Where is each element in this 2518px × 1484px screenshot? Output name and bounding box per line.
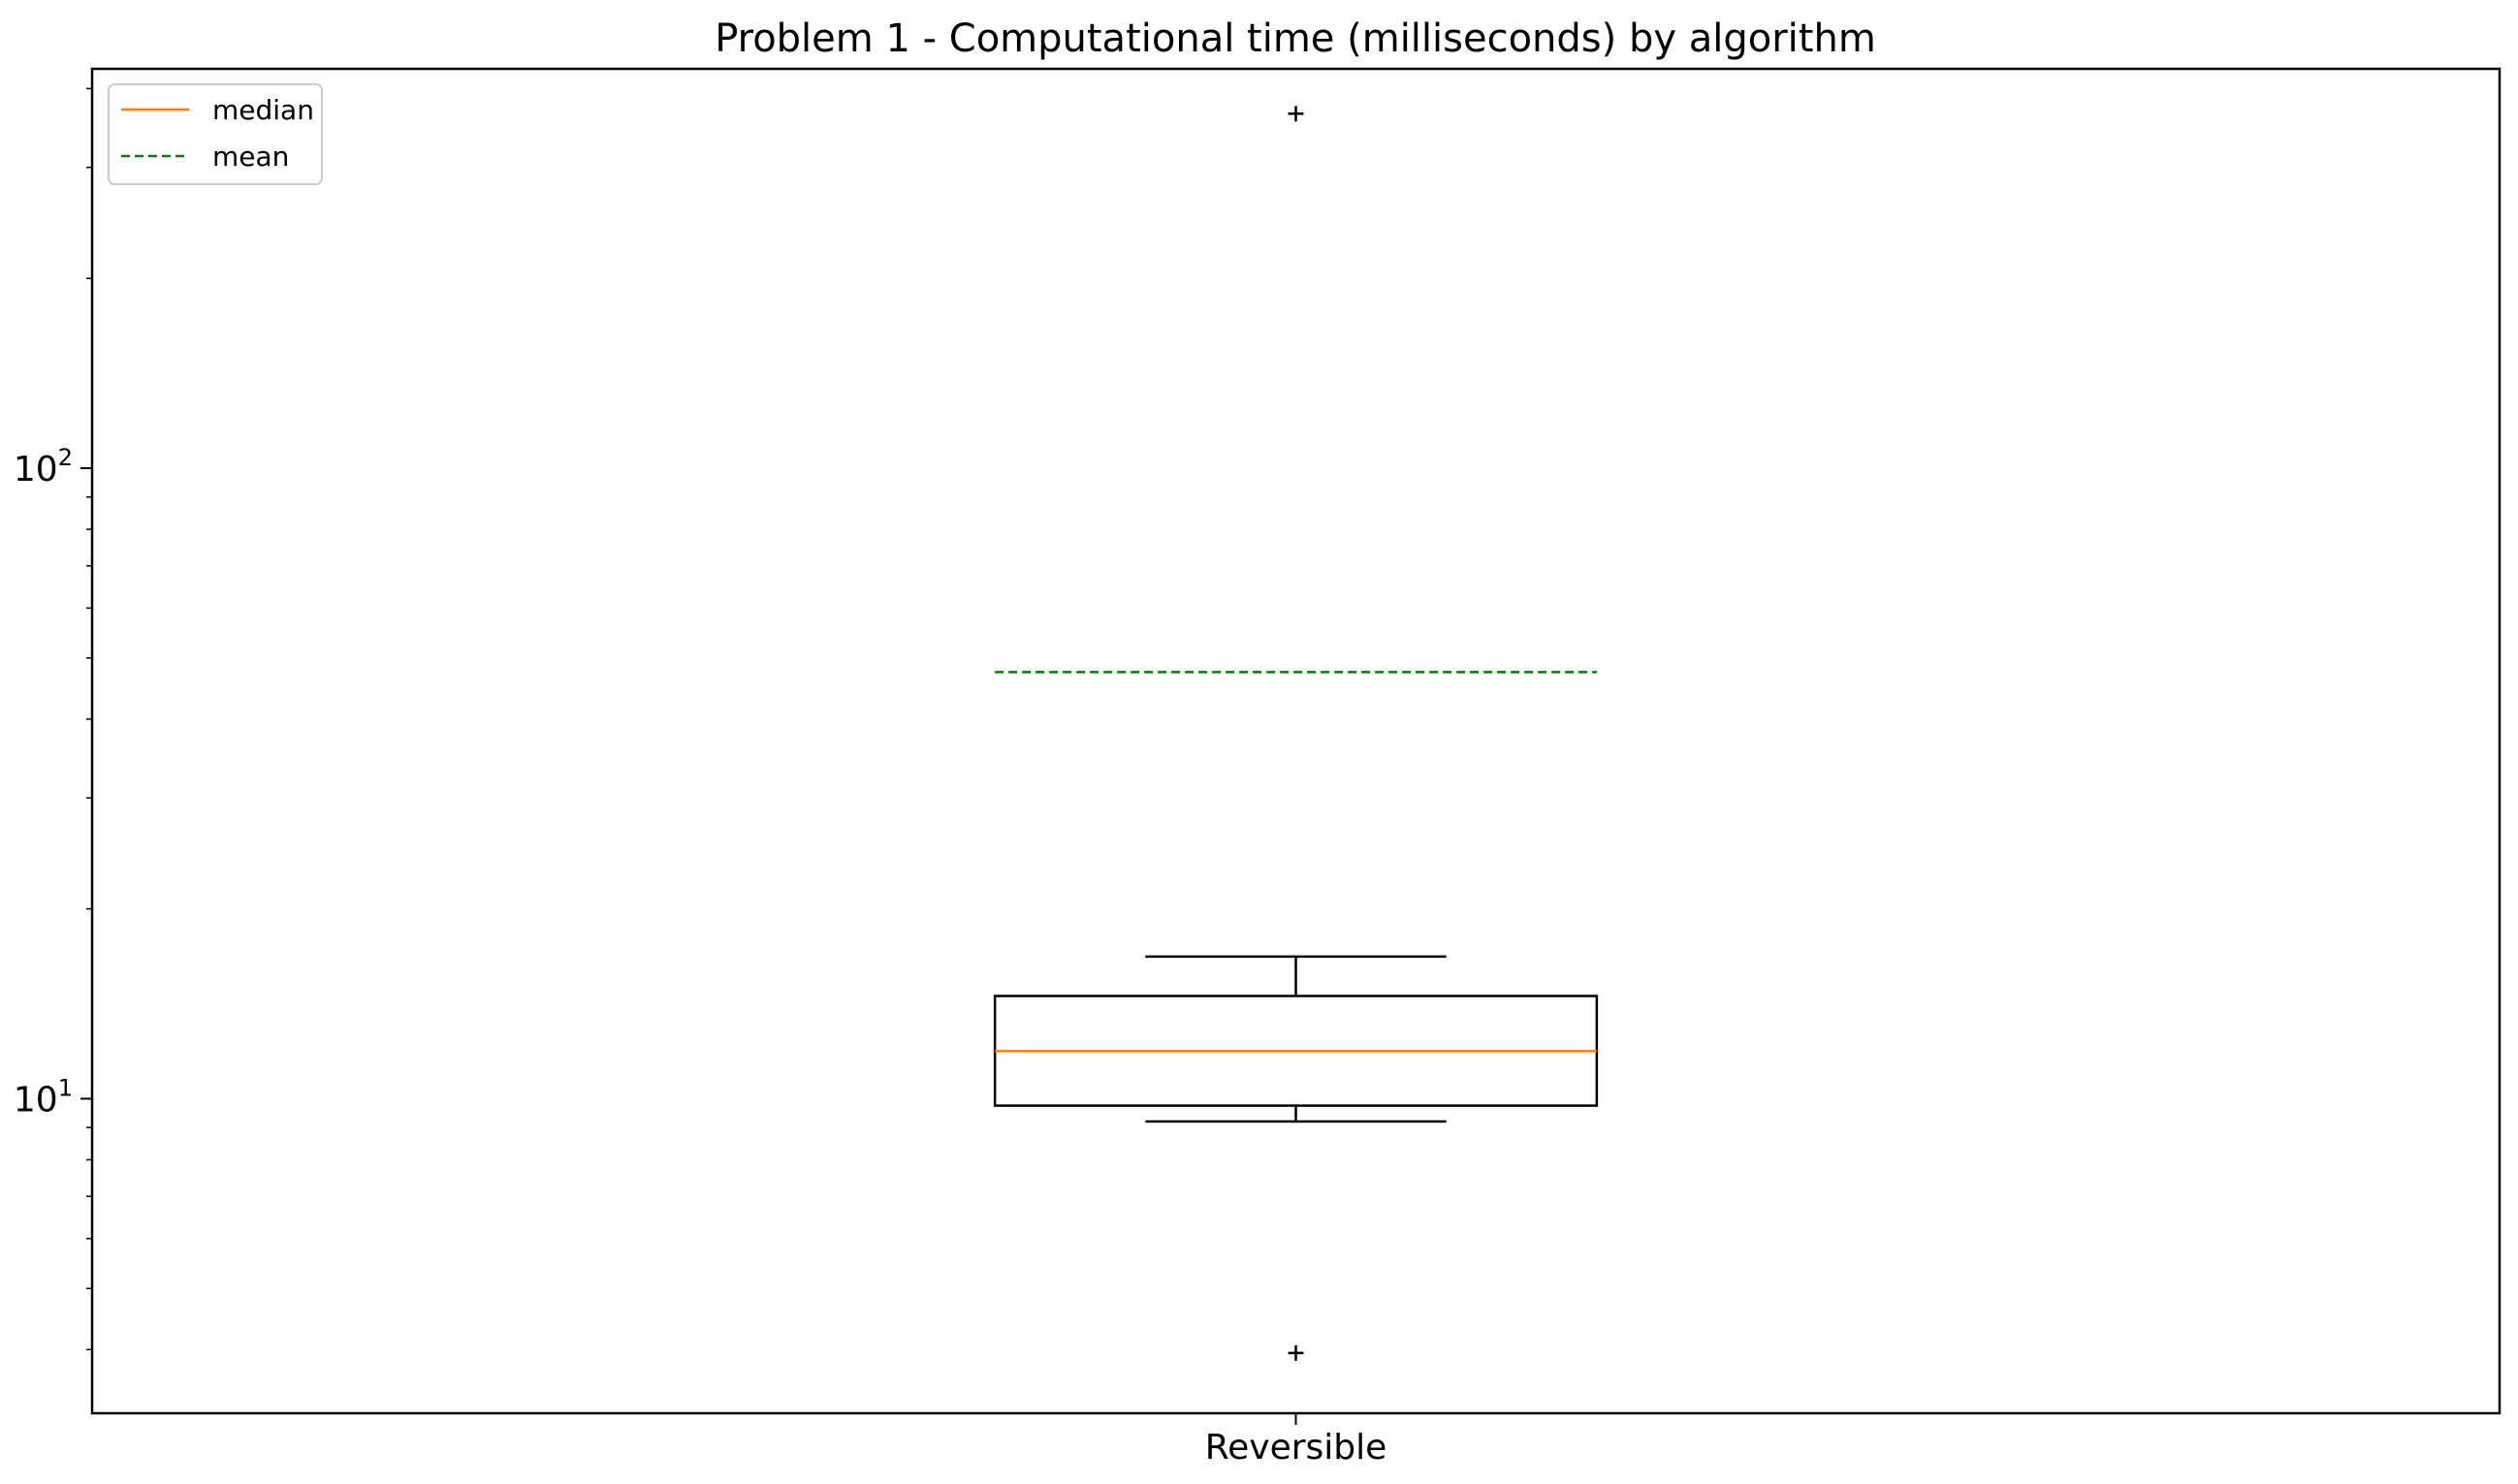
legend-label-mean: mean <box>212 141 289 173</box>
y-axis: 101 102 <box>14 87 92 1351</box>
plot-frame <box>90 67 2502 1415</box>
box-plot-group <box>993 106 1599 1361</box>
outlier-marker <box>1288 1344 1304 1361</box>
chart-title: Problem 1 - Computational time (millisec… <box>715 16 1876 61</box>
legend-label-median: median <box>212 94 314 126</box>
y-tick-label: 101 <box>14 1074 73 1120</box>
x-axis: Reversible <box>1205 1413 1387 1468</box>
legend: median mean <box>108 83 323 185</box>
y-tick-label: 102 <box>14 444 73 489</box>
outlier-marker <box>1288 106 1304 122</box>
x-tick-label: Reversible <box>1205 1428 1387 1468</box>
